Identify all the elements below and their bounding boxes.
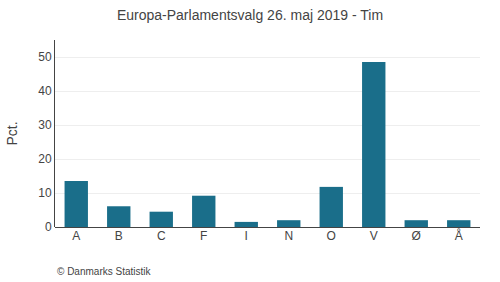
svg-text:20: 20 xyxy=(38,152,52,166)
svg-text:B: B xyxy=(115,229,123,243)
svg-text:Pct.: Pct. xyxy=(4,121,20,145)
svg-text:Ø: Ø xyxy=(412,229,421,243)
svg-text:Europa-Parlamentsvalg 26. maj: Europa-Parlamentsvalg 26. maj 2019 - Tim xyxy=(117,7,383,23)
svg-text:Å: Å xyxy=(455,228,463,243)
svg-text:© Danmarks Statistik: © Danmarks Statistik xyxy=(57,266,152,277)
svg-text:50: 50 xyxy=(38,50,52,64)
svg-text:C: C xyxy=(157,229,166,243)
svg-text:40: 40 xyxy=(38,84,52,98)
svg-text:O: O xyxy=(327,229,336,243)
svg-text:30: 30 xyxy=(38,118,52,132)
svg-text:N: N xyxy=(284,229,293,243)
svg-text:0: 0 xyxy=(45,220,52,234)
svg-text:F: F xyxy=(200,229,207,243)
svg-text:10: 10 xyxy=(38,186,52,200)
svg-text:A: A xyxy=(72,229,80,243)
svg-text:I: I xyxy=(245,229,248,243)
svg-text:V: V xyxy=(370,229,378,243)
